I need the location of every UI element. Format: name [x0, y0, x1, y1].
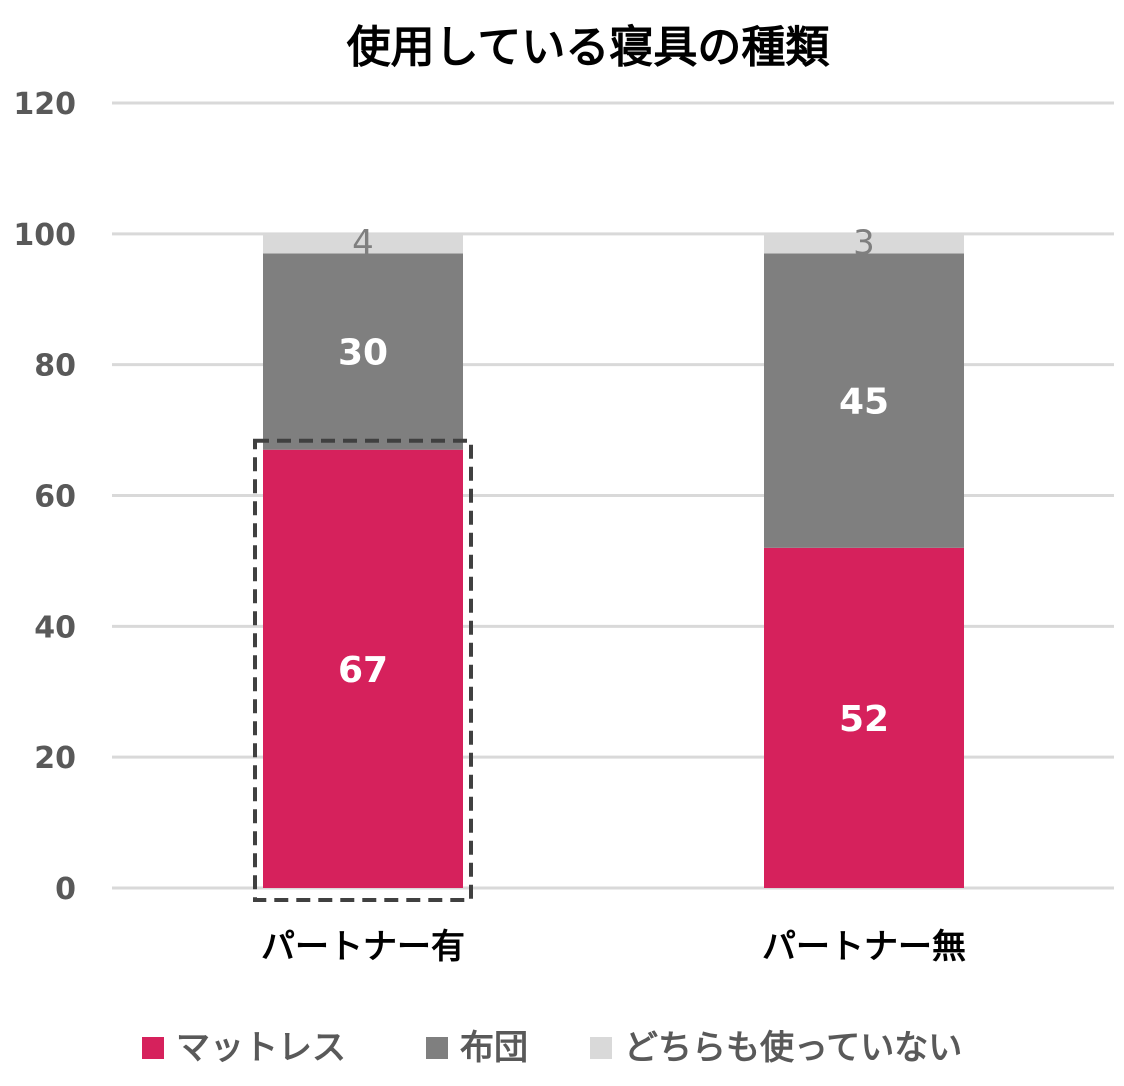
- y-tick-label: 120: [13, 87, 76, 122]
- data-label: 45: [839, 382, 889, 423]
- data-label: 3: [853, 223, 875, 263]
- bar-segment: [764, 547, 964, 888]
- y-tick-label: 60: [34, 480, 76, 515]
- legend-swatch: [590, 1037, 612, 1059]
- data-labels: 67 30 4 52 45 3: [338, 223, 889, 740]
- legend-label: 布団: [460, 1028, 528, 1068]
- bar-segment: [263, 233, 463, 254]
- chart-title: 使用している寝具の種類: [347, 22, 831, 73]
- data-label: 4: [352, 223, 374, 263]
- bar-segment: [263, 449, 463, 888]
- x-category-label: パートナー無: [762, 927, 966, 967]
- y-tick-label: 100: [13, 218, 76, 253]
- legend-swatch: [142, 1037, 164, 1059]
- legend: マットレス 布団 どちらも使っていない: [142, 1028, 962, 1068]
- legend-label: マットレス: [176, 1028, 346, 1068]
- bar-segment: [764, 233, 964, 254]
- y-tick-label: 80: [34, 349, 76, 384]
- legend-label: どちらも使っていない: [624, 1028, 962, 1068]
- bars: [253, 233, 964, 902]
- y-tick-label: 20: [34, 741, 76, 776]
- bar-segment: [263, 253, 463, 450]
- bar-segment: [764, 253, 964, 548]
- legend-swatch: [426, 1037, 448, 1059]
- y-tick-label: 0: [55, 872, 76, 907]
- data-label: 52: [839, 699, 889, 740]
- data-label: 30: [338, 333, 388, 374]
- y-tick-label: 40: [34, 610, 76, 645]
- data-label: 67: [338, 650, 388, 691]
- x-category-label: パートナー有: [261, 927, 465, 967]
- highlight-box: [253, 438, 473, 902]
- y-axis-ticks: 0 20 40 60 80 100 120: [13, 87, 76, 907]
- x-axis-categories: パートナー有 パートナー無: [261, 927, 966, 967]
